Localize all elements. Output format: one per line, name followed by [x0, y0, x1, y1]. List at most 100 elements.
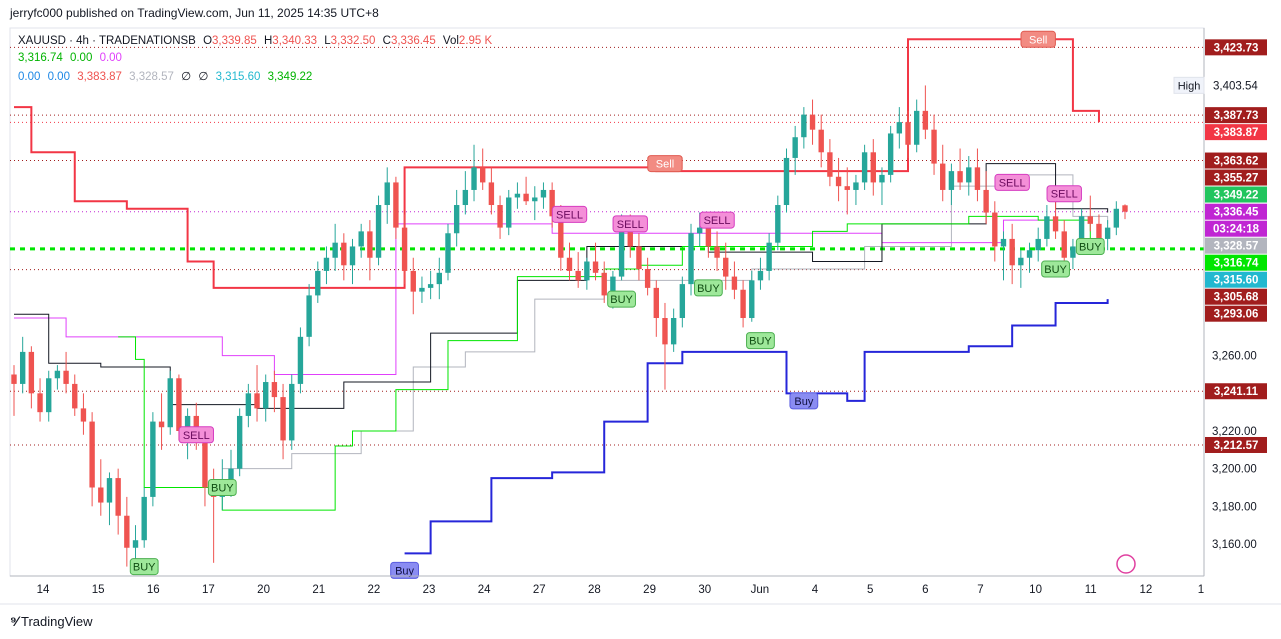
candle-up[interactable] [1035, 238, 1041, 251]
footer-brand[interactable]: TradingView [20, 613, 93, 629]
candle-up[interactable] [462, 189, 469, 206]
candle-down[interactable] [601, 272, 607, 296]
candle-down[interactable] [89, 421, 95, 488]
candle-down[interactable] [653, 287, 659, 319]
candle-down[interactable] [480, 167, 486, 183]
candle-up[interactable] [46, 378, 52, 413]
candle-up[interactable] [688, 233, 694, 285]
candle-up[interactable] [184, 415, 191, 431]
candle-up[interactable] [1000, 238, 1007, 247]
candle-down[interactable] [549, 189, 555, 217]
candle-up[interactable] [245, 393, 252, 416]
candle-down[interactable] [1122, 205, 1128, 212]
candle-down[interactable] [940, 163, 946, 190]
candle-down[interactable] [731, 276, 738, 290]
alert-icon[interactable] [1116, 554, 1136, 574]
candle-up[interactable] [749, 280, 755, 319]
candle-up[interactable] [697, 227, 703, 234]
candle-up[interactable] [150, 421, 156, 497]
candle-down[interactable] [983, 189, 989, 213]
signal-badge[interactable] [178, 426, 214, 444]
candle-down[interactable] [922, 110, 929, 130]
candle-up[interactable] [54, 370, 61, 379]
candle-down[interactable] [367, 231, 373, 258]
candle-up[interactable] [349, 246, 356, 266]
candle-up[interactable] [141, 496, 147, 541]
candle-up[interactable] [167, 378, 173, 428]
candle-up[interactable] [132, 540, 139, 548]
candle-up[interactable] [879, 174, 885, 183]
candle-up[interactable] [419, 287, 425, 292]
candle-down[interactable] [72, 383, 78, 409]
candle-down[interactable] [1052, 216, 1059, 232]
candle-up[interactable] [514, 193, 521, 198]
signal-badge[interactable] [551, 205, 588, 223]
candle-down[interactable] [1087, 216, 1093, 224]
signal-badge[interactable] [1046, 185, 1082, 203]
candle-up[interactable] [427, 284, 434, 288]
candle-up[interactable] [471, 167, 477, 190]
candle-up[interactable] [306, 295, 312, 337]
candle-down[interactable] [63, 370, 69, 384]
candle-down[interactable] [644, 269, 651, 288]
candle-up[interactable] [757, 270, 764, 281]
candle-down[interactable] [80, 408, 87, 422]
candle-up[interactable] [106, 478, 113, 503]
signal-badge[interactable] [612, 215, 648, 233]
candle-up[interactable] [966, 167, 972, 183]
candle-down[interactable] [1009, 238, 1015, 266]
signal-badge[interactable] [129, 558, 159, 576]
candle-up[interactable] [323, 257, 330, 271]
candle-down[interactable] [271, 382, 278, 398]
candle-down[interactable] [1096, 223, 1102, 239]
candle-up[interactable] [540, 189, 547, 198]
candle-down[interactable] [523, 193, 529, 202]
candle-up[interactable] [445, 233, 451, 273]
candle-up[interactable] [861, 152, 868, 183]
candle-up[interactable] [375, 205, 382, 258]
candle-up[interactable] [792, 137, 798, 158]
signal-badge[interactable] [699, 211, 735, 229]
candle-up[interactable] [1026, 250, 1033, 258]
candle-up[interactable] [332, 242, 338, 258]
candle-down[interactable] [905, 122, 911, 145]
candle-down[interactable] [723, 257, 729, 277]
candle-up[interactable] [610, 276, 616, 296]
candle-up[interactable] [887, 133, 894, 175]
candle-down[interactable] [341, 242, 347, 266]
candle-up[interactable] [775, 205, 781, 243]
candle-down[interactable] [11, 374, 17, 384]
candle-up[interactable] [289, 383, 295, 441]
candle-down[interactable] [827, 152, 833, 177]
candle-up[interactable] [1070, 246, 1076, 258]
candle-up[interactable] [263, 382, 269, 409]
candle-up[interactable] [679, 284, 686, 319]
candle-down[interactable] [158, 421, 165, 428]
candle-down[interactable] [497, 205, 503, 228]
candle-down[interactable] [488, 182, 495, 206]
candle-up[interactable] [506, 197, 512, 228]
signal-badge[interactable] [607, 290, 636, 308]
candle-down[interactable] [37, 393, 43, 413]
candle-down[interactable] [662, 318, 668, 345]
signal-badge[interactable] [789, 392, 819, 410]
signal-badge[interactable] [390, 561, 419, 579]
candle-down[interactable] [393, 182, 399, 228]
signal-badge[interactable] [746, 332, 775, 350]
candle-down[interactable] [566, 257, 573, 271]
candle-down[interactable] [636, 246, 642, 270]
signal-badge[interactable] [693, 279, 723, 297]
candle-up[interactable] [913, 110, 920, 145]
candle-up[interactable] [19, 351, 26, 384]
candle-up[interactable] [297, 336, 304, 384]
candle-down[interactable] [115, 478, 121, 516]
candle-down[interactable] [98, 487, 104, 503]
candle-up[interactable] [436, 272, 442, 285]
candle-down[interactable] [558, 216, 564, 258]
candle-up[interactable] [783, 157, 790, 206]
candle-up[interactable] [358, 231, 364, 247]
candle-up[interactable] [384, 182, 390, 206]
signal-badge[interactable] [207, 478, 237, 496]
candle-down[interactable] [957, 171, 963, 183]
